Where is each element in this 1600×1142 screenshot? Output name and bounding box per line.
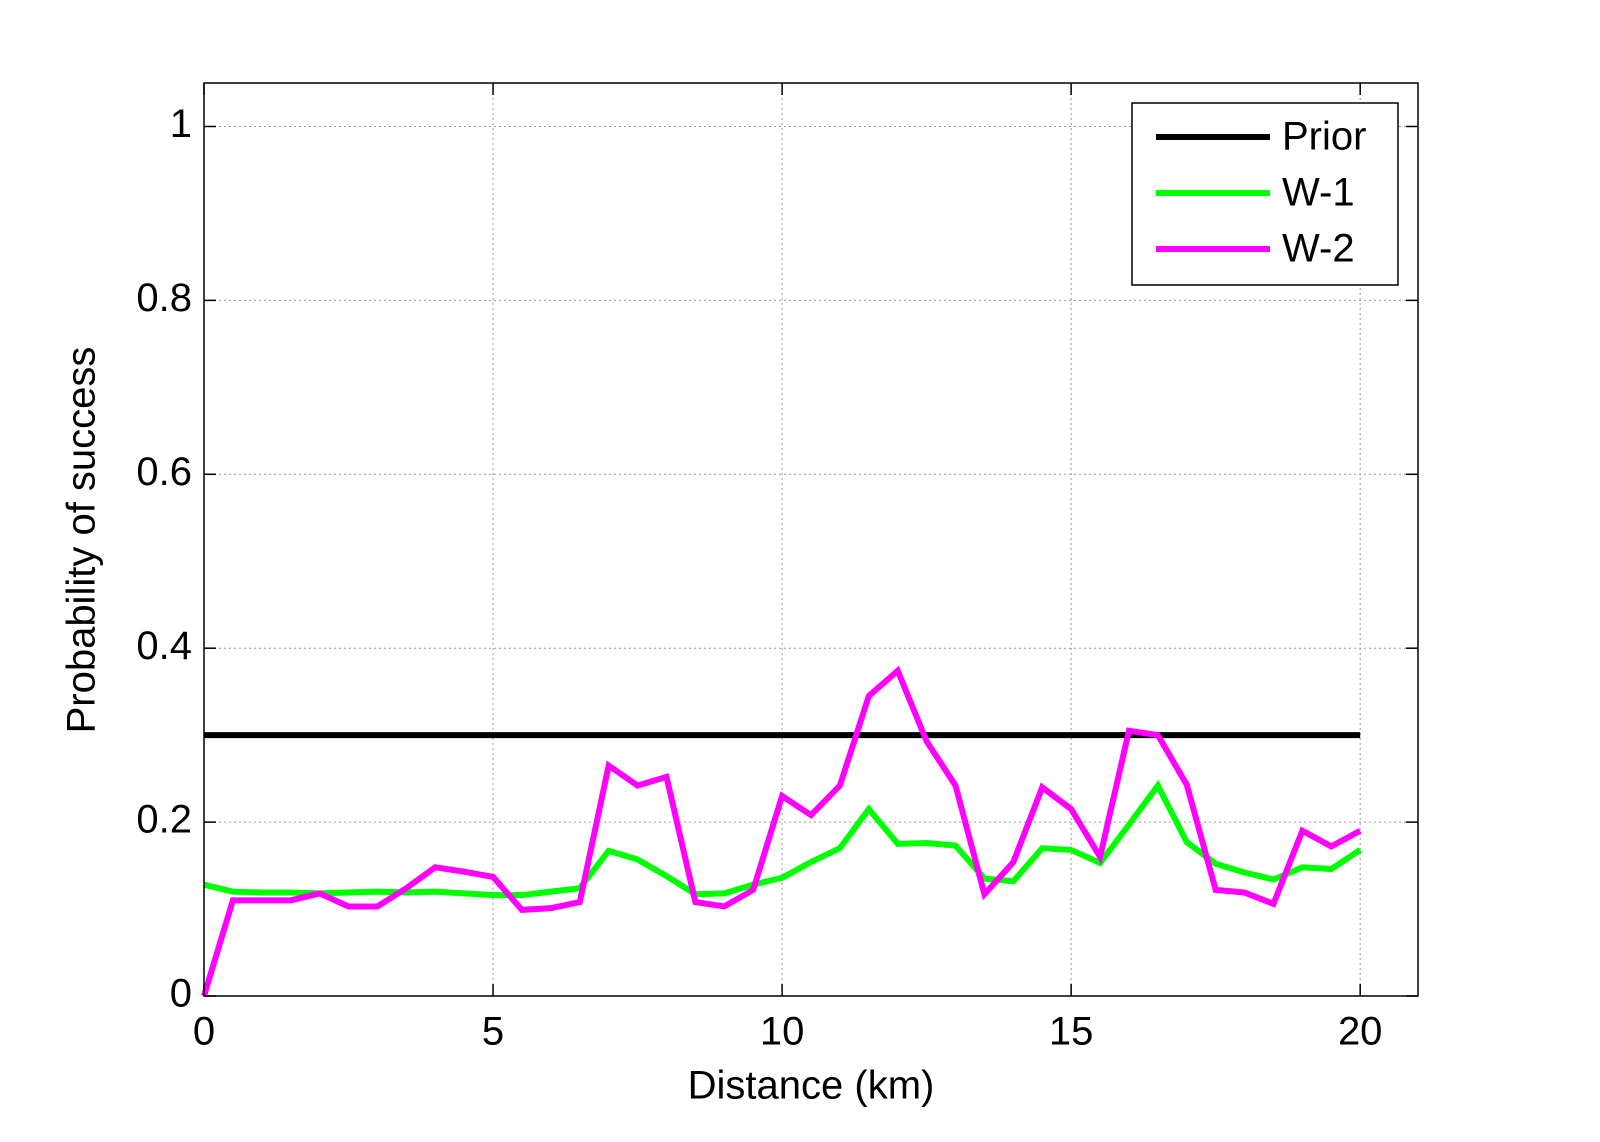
y-axis-label: Probability of success xyxy=(60,347,104,734)
x-tick-label: 15 xyxy=(1049,1010,1094,1054)
y-tick-label: 0 xyxy=(170,972,192,1016)
y-tick-label: 0.2 xyxy=(136,798,192,842)
plot-frame xyxy=(203,82,1419,997)
legend-label: W-2 xyxy=(1282,227,1355,271)
legend-label: W-1 xyxy=(1282,171,1355,215)
x-tick-label: 5 xyxy=(482,1010,504,1054)
y-tick-label: 0.6 xyxy=(136,450,192,494)
legend: Prior W-1 W-2 xyxy=(1131,102,1399,286)
x-axis-label: Distance (km) xyxy=(688,1064,935,1108)
y-tick-label: 0.4 xyxy=(136,624,192,668)
x-tick-label: 20 xyxy=(1338,1010,1383,1054)
legend-label: Prior xyxy=(1282,115,1366,159)
x-tick-label: 0 xyxy=(193,1010,215,1054)
y-tick-label: 0.8 xyxy=(136,276,192,320)
series-line xyxy=(201,665,1362,997)
y-tick-label: 1 xyxy=(170,102,192,146)
x-tick-label: 10 xyxy=(760,1010,805,1054)
